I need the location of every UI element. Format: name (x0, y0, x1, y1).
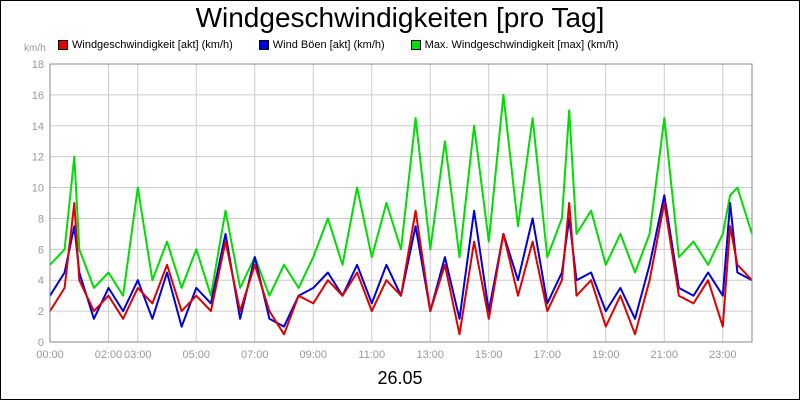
series-line-max-wind-speed (49, 93, 753, 297)
legend-item-max-wind-speed: Max. Windgeschwindigkeit [max] (km/h) (410, 39, 619, 51)
legend-swatch-max-wind-speed (410, 40, 421, 50)
x-tick-label: 03:00 (124, 349, 152, 361)
legend-swatch-wind-speed (58, 40, 68, 50)
y-tick-label: 18 (32, 59, 44, 71)
x-tick-label: 19:00 (592, 349, 620, 361)
y-tick-label: 4 (38, 275, 44, 287)
legend-label-wind-gusts: Wind Böen [akt] (km/h) (272, 39, 385, 51)
x-tick-label: 15:00 (475, 349, 503, 361)
legend-item-wind-speed: Windgeschwindigkeit [akt] (km/h) (58, 39, 233, 51)
legend: Windgeschwindigkeit [akt] (km/h) Wind Bö… (58, 39, 644, 51)
x-tick-label: 11:00 (358, 349, 385, 361)
y-tick-label: 8 (38, 213, 44, 225)
y-tick-label: 0 (38, 337, 44, 349)
series-line-wind-gusts (49, 194, 753, 328)
x-tick-label: 09:00 (299, 349, 327, 361)
chart-title: Windgeschwindigkeiten [pro Tag] (195, 2, 605, 33)
x-tick-label: 07:00 (241, 349, 269, 361)
x-tick-label: 23:00 (709, 349, 737, 361)
x-tick-label: 05:00 (182, 349, 210, 361)
plot-border (49, 63, 753, 343)
legend-swatch-wind-gusts (258, 40, 269, 50)
y-axis-unit-label: km/h (24, 43, 46, 54)
series-line-wind-speed (49, 202, 753, 336)
x-tick-label: 02:00 (95, 349, 123, 361)
y-tick-label: 6 (38, 244, 44, 256)
x-tick-label: 21:00 (650, 349, 678, 361)
legend-label-wind-speed: Windgeschwindigkeit [akt] (km/h) (72, 39, 233, 51)
y-tick-label: 14 (32, 121, 44, 133)
y-tick-label: 2 (38, 306, 44, 318)
legend-label-max-wind-speed: Max. Windgeschwindigkeit [max] (km/h) (424, 39, 619, 51)
y-tick-label: 16 (32, 90, 44, 102)
x-tick-label: 17:00 (533, 349, 561, 361)
plot-area (50, 64, 752, 342)
x-tick-label: 00:00 (36, 349, 64, 361)
y-tick-label: 10 (32, 183, 44, 195)
x-tick-label: 13:00 (416, 349, 444, 361)
y-tick-label: 12 (32, 152, 44, 164)
date-label: 26.05 (377, 368, 423, 388)
legend-item-wind-gusts: Wind Böen [akt] (km/h) (258, 39, 385, 51)
